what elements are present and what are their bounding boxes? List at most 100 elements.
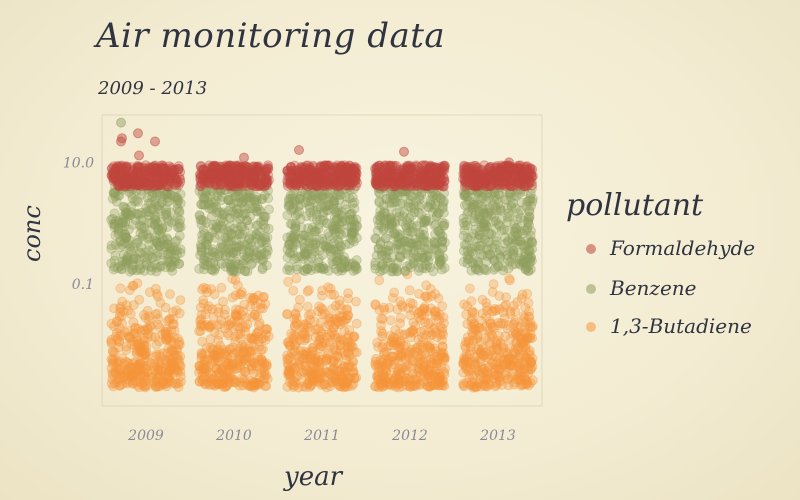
data-point-1-3-butadiene	[130, 357, 141, 368]
data-point-1-3-butadiene	[198, 295, 209, 306]
data-point-1-3-butadiene	[414, 288, 424, 299]
data-point-formaldehyde	[261, 164, 272, 175]
data-point-1-3-butadiene	[351, 318, 362, 329]
data-point-1-3-butadiene	[213, 351, 224, 362]
data-point-1-3-butadiene	[168, 345, 179, 356]
data-point-1-3-butadiene	[139, 325, 149, 336]
data-point-1-3-butadiene	[121, 368, 132, 379]
data-point-1-3-butadiene	[199, 373, 209, 383]
data-point-1-3-butadiene	[204, 321, 215, 332]
data-point-1-3-butadiene	[124, 371, 135, 382]
data-point-1-3-butadiene	[224, 361, 235, 372]
data-point-1-3-butadiene	[326, 356, 337, 367]
data-point-1-3-butadiene	[252, 311, 263, 322]
data-point-1-3-butadiene	[130, 371, 141, 382]
data-point-1-3-butadiene	[260, 335, 271, 345]
chart-title: Air monitoring data	[96, 16, 446, 56]
data-point-1-3-butadiene	[213, 356, 224, 367]
data-point-1-3-butadiene	[226, 317, 237, 328]
data-point-1-3-butadiene	[515, 334, 526, 345]
data-point-1-3-butadiene	[117, 353, 128, 364]
data-point-1-3-butadiene	[288, 330, 299, 341]
data-point-1-3-butadiene	[108, 347, 119, 358]
data-point-benzene	[318, 215, 329, 226]
data-point-1-3-butadiene	[140, 363, 151, 374]
data-point-1-3-butadiene	[520, 302, 531, 313]
data-point-1-3-butadiene	[127, 378, 138, 389]
data-point-1-3-butadiene	[419, 349, 430, 360]
x-tick-label: 2012	[391, 428, 428, 444]
data-point-1-3-butadiene	[250, 301, 261, 312]
data-point-1-3-butadiene	[249, 294, 260, 305]
data-point-1-3-butadiene	[108, 357, 119, 368]
data-point-formaldehyde	[291, 180, 302, 191]
data-point-1-3-butadiene	[165, 354, 176, 365]
data-point-1-3-butadiene	[175, 295, 186, 306]
data-point-formaldehyde	[144, 179, 155, 190]
data-point-1-3-butadiene	[230, 275, 241, 286]
data-point-1-3-butadiene	[259, 369, 269, 380]
data-point-1-3-butadiene	[115, 329, 126, 340]
data-point-benzene	[204, 231, 215, 242]
data-point-1-3-butadiene	[144, 315, 154, 326]
data-point-1-3-butadiene	[165, 375, 176, 386]
data-point-1-3-butadiene	[370, 381, 381, 392]
data-point-1-3-butadiene	[127, 372, 138, 383]
data-point-benzene	[150, 215, 161, 226]
data-point-1-3-butadiene	[244, 356, 255, 367]
data-point-1-3-butadiene	[165, 363, 176, 374]
outlier-point-formaldehyde	[294, 145, 304, 155]
data-point-1-3-butadiene	[121, 377, 131, 388]
data-point-benzene	[419, 244, 430, 255]
data-point-1-3-butadiene	[344, 325, 355, 335]
data-point-benzene	[400, 266, 411, 277]
data-point-benzene	[203, 245, 214, 256]
data-point-1-3-butadiene	[114, 380, 125, 391]
data-point-1-3-butadiene	[175, 371, 186, 382]
data-point-benzene	[495, 245, 505, 256]
data-point-1-3-butadiene	[136, 342, 147, 353]
data-point-1-3-butadiene	[107, 355, 118, 366]
data-point-1-3-butadiene	[122, 378, 133, 389]
data-point-1-3-butadiene	[421, 280, 432, 291]
data-point-1-3-butadiene	[206, 379, 217, 390]
data-point-1-3-butadiene	[236, 310, 247, 320]
data-point-1-3-butadiene	[162, 347, 173, 358]
data-point-1-3-butadiene	[239, 363, 250, 374]
data-point-1-3-butadiene	[245, 301, 256, 312]
data-point-1-3-butadiene	[150, 309, 161, 320]
data-point-benzene	[162, 249, 173, 259]
data-point-1-3-butadiene	[239, 373, 250, 384]
data-point-1-3-butadiene	[127, 362, 138, 373]
data-point-1-3-butadiene	[161, 324, 172, 335]
data-point-1-3-butadiene	[300, 319, 311, 329]
data-point-formaldehyde	[121, 161, 132, 172]
data-point-1-3-butadiene	[240, 322, 251, 333]
data-point-1-3-butadiene	[256, 363, 267, 374]
data-point-1-3-butadiene	[514, 368, 525, 379]
data-point-1-3-butadiene	[145, 321, 156, 332]
data-point-1-3-butadiene	[162, 371, 172, 382]
data-point-1-3-butadiene	[240, 367, 251, 377]
data-point-1-3-butadiene	[142, 367, 153, 378]
data-point-1-3-butadiene	[261, 381, 272, 392]
data-point-1-3-butadiene	[169, 332, 180, 343]
data-point-1-3-butadiene	[112, 334, 123, 345]
data-point-1-3-butadiene	[171, 363, 181, 374]
data-point-1-3-butadiene	[107, 373, 118, 384]
data-point-1-3-butadiene	[252, 378, 263, 388]
outlier-point-formaldehyde	[239, 152, 249, 163]
data-point-1-3-butadiene	[134, 364, 145, 375]
data-point-1-3-butadiene	[425, 370, 436, 381]
data-point-1-3-butadiene	[161, 381, 172, 392]
data-point-1-3-butadiene	[164, 361, 175, 372]
data-point-1-3-butadiene	[256, 344, 267, 355]
data-point-1-3-butadiene	[245, 346, 256, 357]
data-point-benzene	[341, 256, 351, 267]
data-point-benzene	[208, 257, 219, 268]
data-point-benzene	[459, 190, 470, 201]
data-point-1-3-butadiene	[208, 349, 218, 360]
data-point-1-3-butadiene	[220, 357, 230, 368]
data-point-1-3-butadiene	[297, 353, 308, 364]
data-point-1-3-butadiene	[135, 356, 146, 367]
